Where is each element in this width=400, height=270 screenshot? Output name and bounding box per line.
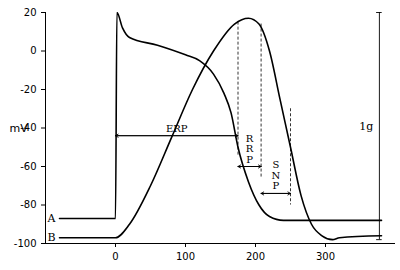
svg-text:-60: -60 (20, 161, 36, 172)
svg-text:200: 200 (246, 251, 265, 262)
svg-text:B: B (47, 231, 55, 244)
svg-text:ERP: ERP (166, 123, 188, 134)
svg-text:A: A (47, 212, 57, 225)
svg-text:-100: -100 (14, 238, 37, 249)
svg-text:100: 100 (176, 251, 195, 262)
svg-text:mV: mV (10, 122, 29, 135)
svg-text:1g: 1g (359, 120, 373, 133)
svg-text:0: 0 (30, 45, 36, 56)
svg-text:20: 20 (24, 7, 37, 18)
svg-text:300: 300 (316, 251, 335, 262)
svg-text:SNP: SNP (271, 159, 280, 191)
svg-text:-80: -80 (20, 199, 36, 210)
svg-text:0: 0 (112, 251, 118, 262)
svg-text:-40: -40 (20, 122, 37, 134)
svg-text:RRP: RRP (246, 133, 254, 165)
svg-text:-20: -20 (20, 84, 36, 95)
